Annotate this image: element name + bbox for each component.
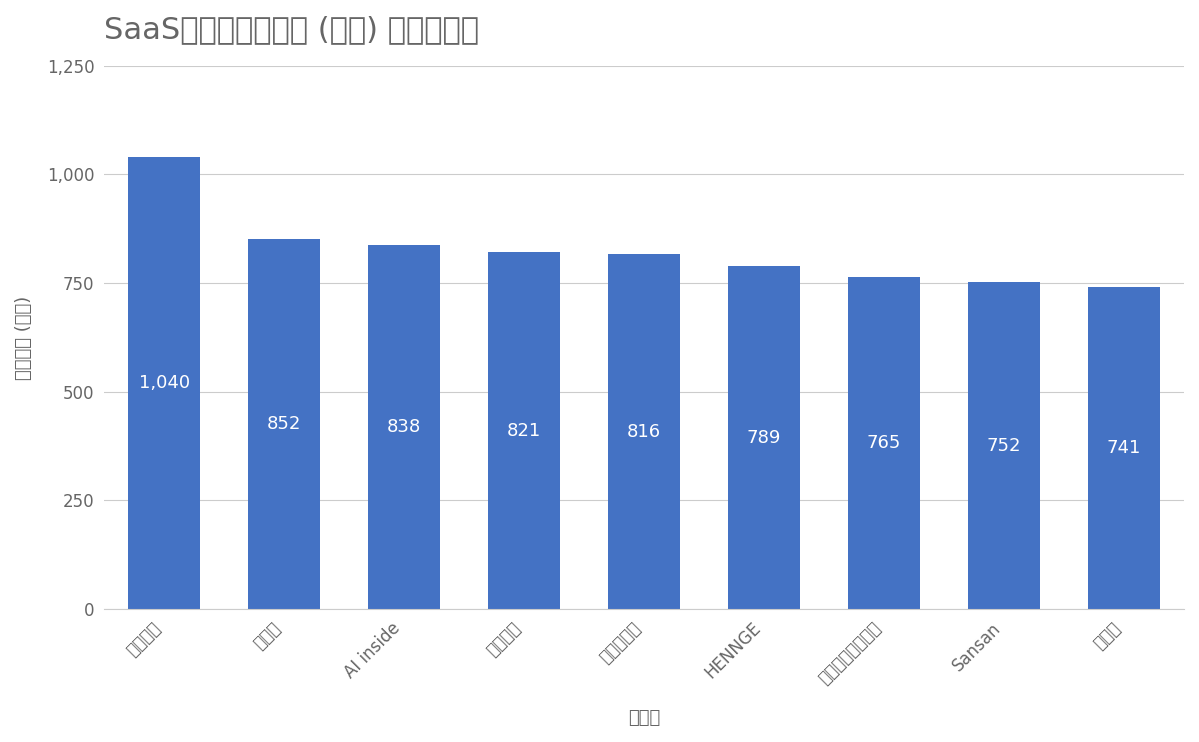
Text: 789: 789 [747, 429, 782, 447]
Bar [368, 245, 440, 609]
Bar [488, 252, 560, 609]
Bar [608, 255, 680, 609]
Text: 1,040: 1,040 [139, 374, 189, 392]
Text: 838: 838 [387, 418, 421, 436]
Y-axis label: 平均年収 (万円): 平均年収 (万円) [16, 295, 34, 380]
Text: SaaS企業の平均年収 (万円) ランキング: SaaS企業の平均年収 (万円) ランキング [104, 15, 480, 44]
Bar [728, 266, 800, 609]
Bar [248, 239, 320, 609]
Bar [968, 282, 1040, 609]
Bar [128, 157, 200, 609]
Text: 821: 821 [507, 421, 541, 440]
Bar [1087, 287, 1159, 609]
X-axis label: 企業名: 企業名 [628, 709, 661, 727]
Text: 765: 765 [867, 434, 902, 452]
Text: 816: 816 [627, 423, 661, 441]
Text: 741: 741 [1107, 439, 1141, 457]
Text: 852: 852 [267, 415, 301, 433]
Bar [848, 277, 920, 609]
Text: 752: 752 [987, 437, 1022, 455]
